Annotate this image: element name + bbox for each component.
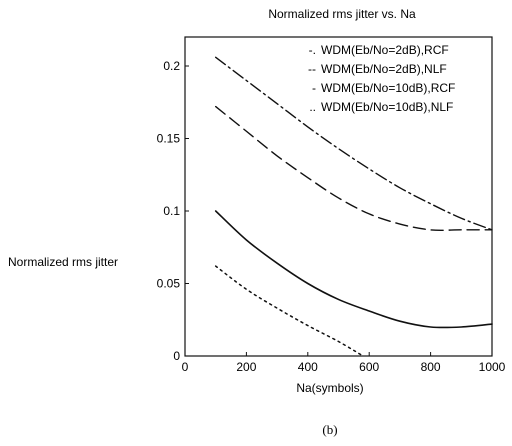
chart-title: Normalized rms jitter vs. Na	[268, 7, 416, 21]
x-tick-label: 1000	[479, 360, 506, 374]
legend-entry-label: WDM(Eb/No=10dB),NLF	[321, 100, 453, 114]
legend: -. WDM(Eb/No=2dB),RCF -- WDM(Eb/No=2dB),NLF…	[308, 43, 455, 114]
y-axis-label: Normalized rms jitter	[8, 255, 118, 269]
x-axis-ticks: 0 200 400 600 800 1000	[182, 352, 506, 374]
legend-marker: -.	[309, 43, 316, 57]
legend-marker: ..	[309, 100, 316, 114]
series-lines	[214, 56, 493, 357]
series-line-1	[215, 56, 493, 231]
y-tick-label: 0.15	[157, 132, 181, 146]
y-tick-label: 0.05	[157, 277, 181, 291]
y-tick-label: 0.1	[163, 204, 180, 218]
y-tick-label: 0.2	[163, 59, 180, 73]
series-line-2	[215, 105, 493, 231]
x-tick-label: 800	[421, 360, 441, 374]
series-line-3	[214, 210, 493, 329]
y-axis-ticks: 0 0.05 0.1 0.15 0.2	[157, 59, 189, 363]
x-tick-label: 200	[236, 360, 256, 374]
x-tick-label: 0	[182, 360, 189, 374]
x-tick-label: 600	[359, 360, 379, 374]
plot-frame	[184, 36, 493, 357]
plot-area-border	[184, 36, 493, 357]
y-tick-label: 0	[173, 349, 180, 363]
x-axis-label: Na(symbols)	[296, 381, 363, 395]
legend-entry-label: WDM(Eb/No=2dB),NLF	[321, 62, 447, 76]
legend-entry-label: WDM(Eb/No=10dB),RCF	[321, 81, 455, 95]
legend-entry-label: WDM(Eb/No=2dB),RCF	[321, 43, 449, 57]
x-tick-label: 400	[298, 360, 318, 374]
legend-marker: -	[312, 81, 316, 95]
series-line-4	[214, 265, 364, 357]
figure-caption: (b)	[322, 422, 337, 437]
legend-marker: --	[308, 62, 316, 76]
